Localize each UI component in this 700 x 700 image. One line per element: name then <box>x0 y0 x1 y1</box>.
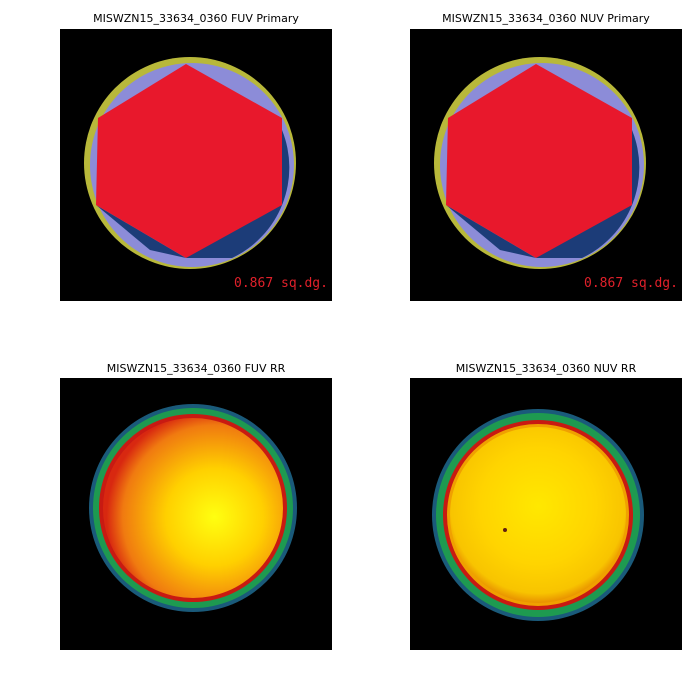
panel-title: MISWZN15_33634_0360 NUV Primary <box>442 12 650 25</box>
panel-title: MISWZN15_33634_0360 NUV RR <box>456 362 637 375</box>
hexagon <box>96 64 282 258</box>
response-map <box>450 427 626 603</box>
panel-fuv-rr: MISWZN15_33634_0360 FUV RR <box>60 362 332 650</box>
panel-fuv-primary: MISWZN15_33634_0360 FUV Primary 0.867 sq… <box>60 12 332 301</box>
panel-nuv-primary: MISWZN15_33634_0360 NUV Primary 0.867 sq… <box>410 12 682 301</box>
panel-nuv-rr: MISWZN15_33634_0360 NUV RR <box>410 362 682 650</box>
response-map <box>103 418 283 598</box>
area-label: 0.867 sq.dg. <box>234 276 328 291</box>
hexagon <box>446 64 632 258</box>
panel-title: MISWZN15_33634_0360 FUV RR <box>107 362 286 375</box>
panel-title: MISWZN15_33634_0360 FUV Primary <box>93 12 299 25</box>
hot-spot <box>503 528 507 532</box>
area-label: 0.867 sq.dg. <box>584 276 678 291</box>
